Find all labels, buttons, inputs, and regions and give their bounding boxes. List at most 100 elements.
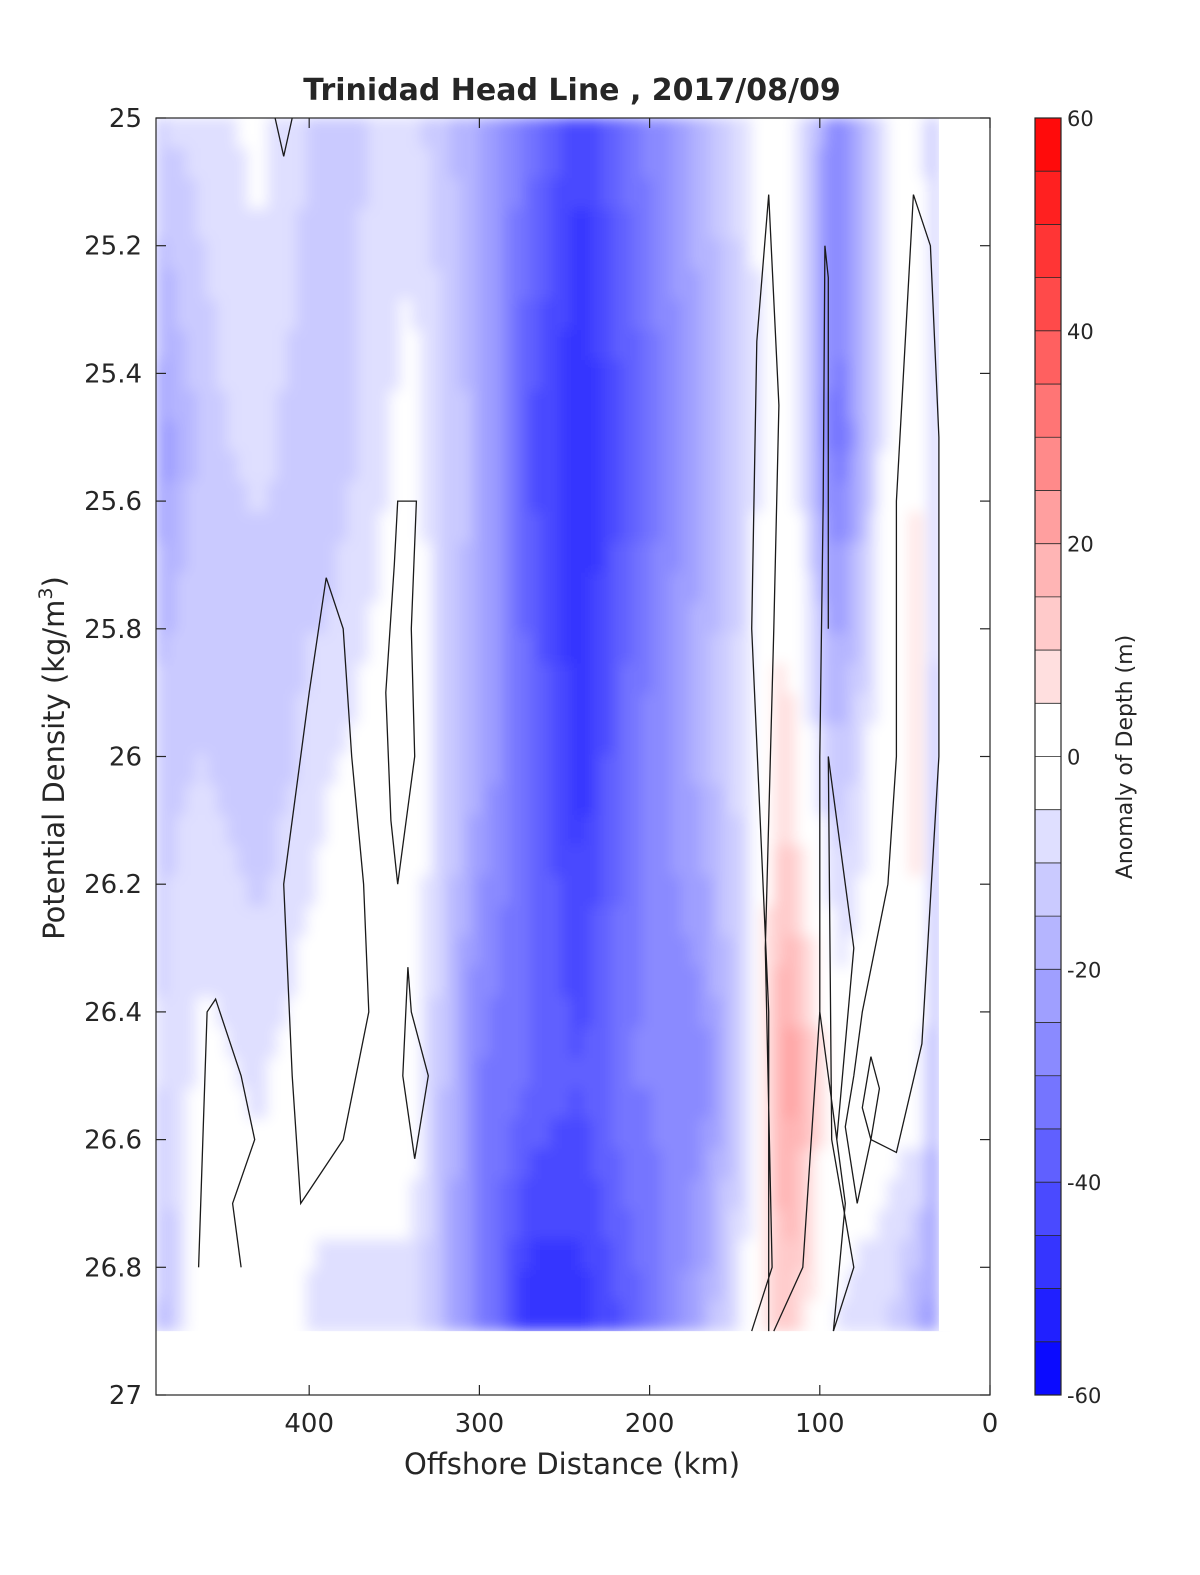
field-cell [856,1118,868,1150]
field-cell [591,481,603,513]
field-cell [430,360,441,392]
field-cell [509,481,521,513]
field-cell [720,481,732,513]
field-cell [641,663,653,695]
field-cell [751,118,764,149]
field-cell [336,299,348,331]
field-cell [570,845,583,877]
field-cell [700,208,712,240]
field-cell [751,299,764,331]
field-cell [632,997,643,1029]
field-cell [621,1088,634,1120]
field-cell [700,997,712,1029]
field-cell [550,602,562,635]
field-cell [306,1239,317,1271]
field-cell [720,299,732,331]
field-cell [296,1148,308,1181]
field-cell [762,936,775,968]
field-cell [449,997,461,1029]
field-cell [420,329,432,362]
field-cell [257,724,269,756]
field-cell [773,815,787,847]
field-cell [641,845,653,877]
field-cell [519,1300,531,1332]
field-cell [286,784,298,817]
field-cell [581,815,593,847]
field-cell [877,845,889,877]
field-cell [910,1239,923,1271]
field-cell [459,754,471,786]
field-cell [257,178,269,210]
field-cell [720,906,732,938]
field-cell [400,966,412,999]
field-cell [910,481,923,513]
colorbar-tick-label: -20 [1067,958,1101,982]
field-cell [921,118,931,149]
field-cell [247,178,259,210]
field-cell [785,1269,797,1302]
field-cell [336,693,348,726]
field-cell [410,572,422,604]
field-cell [186,693,198,726]
field-cell [621,1239,634,1271]
field-cell [641,542,653,574]
field-cell [700,1148,712,1181]
field-cell [257,845,269,877]
field-cell [469,845,480,877]
field-cell [621,1269,634,1302]
field-cell [257,1088,269,1120]
field-cell [601,147,613,180]
field-cell [741,118,753,149]
field-cell [651,1027,663,1059]
field-cell [641,572,653,604]
field-cell [887,1209,900,1241]
field-cell [469,1269,480,1302]
field-cell [216,1239,228,1271]
field-cell [165,511,177,544]
field-cell [929,1027,940,1059]
field-cell [165,754,177,786]
field-cell [611,511,623,544]
field-cell [826,481,838,513]
field-cell [449,299,461,331]
field-cell [910,602,923,635]
field-cell [632,663,643,695]
field-cell [499,299,511,331]
field-cell [700,1027,712,1059]
field-cell [156,542,167,574]
field-cell [469,542,480,574]
field-cell [296,875,308,908]
field-cell [730,693,743,726]
field-cell [306,845,317,877]
field-cell [389,329,402,362]
field-cell [378,1269,391,1302]
field-cell [632,1300,643,1332]
field-cell [378,118,391,149]
field-cell [529,815,542,847]
field-cell [286,238,298,271]
field-cell [206,633,218,665]
field-cell [306,238,317,271]
field-cell [632,542,643,574]
field-cell [690,1057,702,1090]
field-cell [836,208,848,240]
field-cell [378,238,391,271]
field-cell [661,724,672,756]
field-cell [410,299,422,331]
field-cell [785,936,797,968]
field-cell [325,572,338,604]
field-cell [921,208,931,240]
field-cell [346,1118,359,1150]
field-cell [306,1088,317,1120]
field-cell [257,451,269,483]
field-cell [670,997,682,1029]
field-cell [611,1179,623,1211]
field-cell [165,815,177,847]
field-cell [898,1148,912,1181]
field-cell [529,420,542,453]
field-cell [156,481,167,513]
field-cell [785,1027,797,1059]
field-cell [469,784,480,817]
field-cell [795,1239,807,1271]
field-cell [887,178,900,210]
